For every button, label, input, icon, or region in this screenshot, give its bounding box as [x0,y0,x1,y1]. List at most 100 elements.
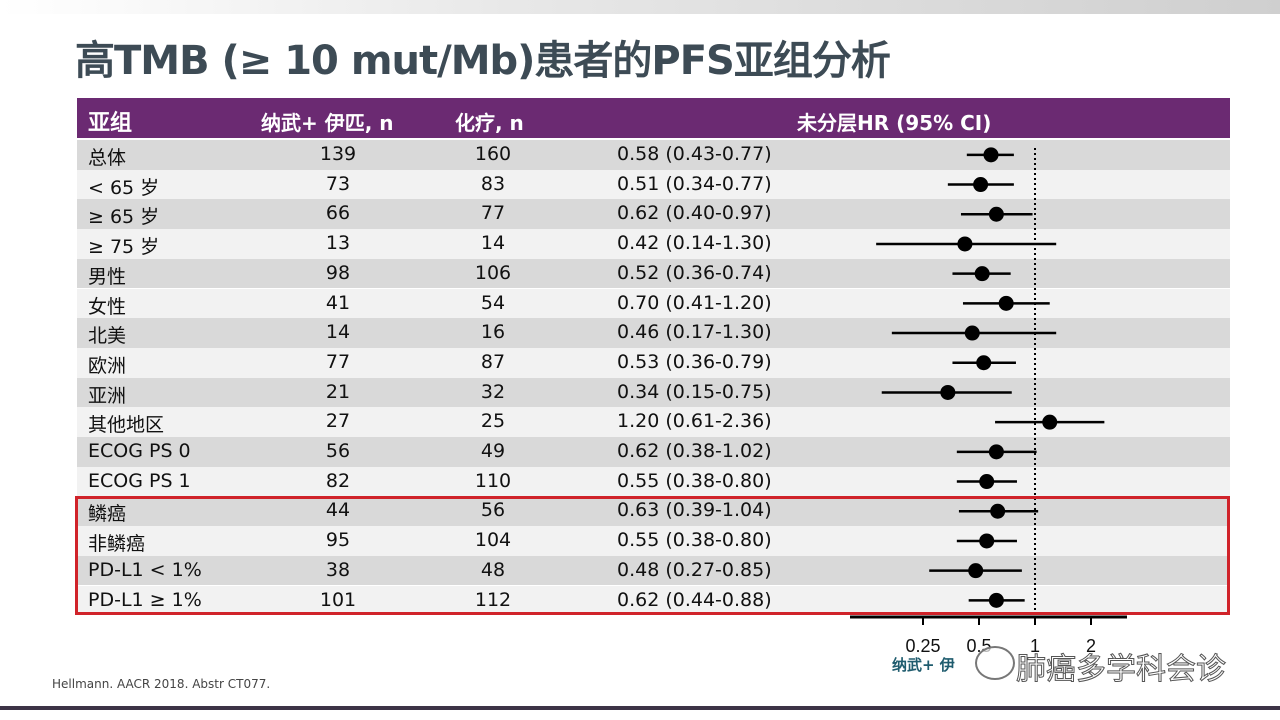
subgroup-label: 总体 [88,147,127,169]
hr-point [988,206,1004,222]
arm1-n: 56 [325,440,351,462]
hr-point [988,592,1004,608]
table-row: PD-L1 < 1% 38 48 0.48 (0.27-0.85) [77,555,1230,586]
arm2-n: 83 [480,172,506,195]
subgroup-label: 鳞癌 [88,503,127,526]
arm2-n: 48 [480,558,506,581]
hr-point [957,236,973,252]
wechat-icon [975,646,1015,680]
table-row: 北美 14 16 0.46 (0.17-1.30) [77,318,1230,348]
hr-ci-text: 0.51 (0.34-0.77) [617,172,772,195]
hr-ci-text: 0.62 (0.44-0.88) [617,588,772,611]
subgroup-label: PD-L1 < 1% [88,558,202,581]
arm1-n: 98 [325,261,351,284]
hr-point [983,147,999,163]
table-row: 亚洲 21 32 0.34 (0.15-0.75) [77,377,1230,408]
arm2-n: 25 [480,410,506,433]
subgroup-label: ECOG PS 1 [88,469,191,492]
arm1-n: 73 [325,172,351,195]
hr-point [988,444,1004,460]
hr-point [1042,414,1058,430]
arm2-n: 49 [480,440,506,462]
arm1-n: 27 [325,410,351,433]
arm1-n: 95 [325,529,351,552]
table-row: ≥ 65 岁 66 77 0.62 (0.40-0.97) [77,199,1230,230]
subgroup-label: ECOG PS 0 [88,440,191,462]
x-tick-label: 2 [1086,636,1096,656]
hr-ci-text: 0.62 (0.40-0.97) [617,202,772,225]
header-hr: 未分层HR (95% CI) [797,111,992,135]
hr-ci-text: 0.48 (0.27-0.85) [617,558,772,581]
hr-ci-text: 0.46 (0.17-1.30) [617,321,772,344]
hr-ci-text: 0.55 (0.38-0.80) [617,469,772,492]
table-row: 女性 41 54 0.70 (0.41-1.20) [77,288,1230,319]
hr-ci-text: 0.58 (0.43-0.77) [617,143,772,165]
arm1-n: 139 [319,143,357,165]
arm1-n: 13 [325,232,351,255]
x-tick-label: 1 [1030,636,1040,656]
highlight-box [75,496,1230,615]
hr-ci-text: 0.52 (0.36-0.74) [617,261,772,284]
arm2-n: 77 [480,202,506,225]
hr-ci-text: 0.42 (0.14-1.30) [617,232,772,255]
hr-ci-text: 0.70 (0.41-1.20) [617,291,772,314]
arm2-n: 54 [480,291,506,314]
arm1-n: 101 [319,588,357,611]
table-row: 男性 98 106 0.52 (0.36-0.74) [77,258,1230,289]
table-row: 非鳞癌 95 104 0.55 (0.38-0.80) [77,526,1230,556]
header-arm2: 化疗, n [455,111,524,135]
arm1-n: 14 [325,321,351,344]
hr-point [968,563,984,579]
header-arm1: 纳武+ 伊匹, n [261,111,394,135]
hr-ci-text: 0.53 (0.36-0.79) [617,350,772,373]
arm2-n: 87 [480,350,506,373]
arm2-n: 160 [474,143,512,165]
subgroup-label: 男性 [88,265,127,288]
arm1-n: 82 [325,469,351,492]
hr-point [979,474,995,490]
arm2-n: 14 [480,232,506,255]
subgroup-label: 其他地区 [88,414,165,437]
hr-ci-text: 0.55 (0.38-0.80) [617,529,772,552]
arm2-n: 56 [480,499,506,522]
hr-ci-text: 0.34 (0.15-0.75) [617,380,772,403]
subgroup-label: 非鳞癌 [88,533,146,556]
header-subgroup: 亚组 [88,111,133,136]
arm1-n: 41 [325,291,351,314]
subgroup-label: PD-L1 ≥ 1% [88,588,202,611]
hr-point [976,355,992,371]
subgroup-label: 欧洲 [88,354,127,377]
arm1-n: 38 [325,558,351,581]
top-gradient-bar [0,0,1280,14]
subgroup-label: < 65 岁 [88,176,160,199]
hr-point [990,503,1006,519]
hr-point [964,325,980,341]
table-row: < 65 岁 73 83 0.51 (0.34-0.77) [77,169,1230,200]
table-row: ECOG PS 0 56 49 0.62 (0.38-1.02) [77,437,1230,467]
arm1-n: 44 [325,499,351,522]
table-row: ECOG PS 1 82 110 0.55 (0.38-0.80) [77,466,1230,497]
hr-ci-text: 0.62 (0.38-1.02) [617,440,772,462]
table-row: 鳞癌 44 56 0.63 (0.39-1.04) [77,496,1230,527]
bottom-divider [0,706,1280,710]
x-tick-label: 0.25 [905,636,940,656]
table-row: PD-L1 ≥ 1% 101 112 0.62 (0.44-0.88) [77,585,1230,616]
table-row: 总体 139 160 0.58 (0.43-0.77) [77,140,1230,170]
hr-point [979,533,995,549]
subgroup-label: 北美 [88,325,127,348]
arm1-n: 21 [325,380,351,403]
subgroup-label: 亚洲 [88,384,127,407]
arm1-n: 66 [325,202,351,225]
page-title: 高TMB (≥ 10 mut/Mb)患者的PFS亚组分析 [75,38,891,84]
hr-point [974,266,990,282]
hr-point [973,177,989,193]
table-row: 欧洲 77 87 0.53 (0.36-0.79) [77,347,1230,378]
hr-ci-text: 1.20 (0.61-2.36) [617,410,772,433]
favor-label: 纳武+ 伊 [892,656,955,674]
watermark: 肺癌多学科会诊 [1016,652,1227,688]
hr-ci-text: 0.63 (0.39-1.04) [617,499,772,522]
citation: Hellmann. AACR 2018. Abstr CT077. [52,677,271,691]
table-header: 亚组 纳武+ 伊匹, n 化疗, n 未分层HR (95% CI) [77,98,1230,138]
subgroup-label: 女性 [88,295,127,318]
